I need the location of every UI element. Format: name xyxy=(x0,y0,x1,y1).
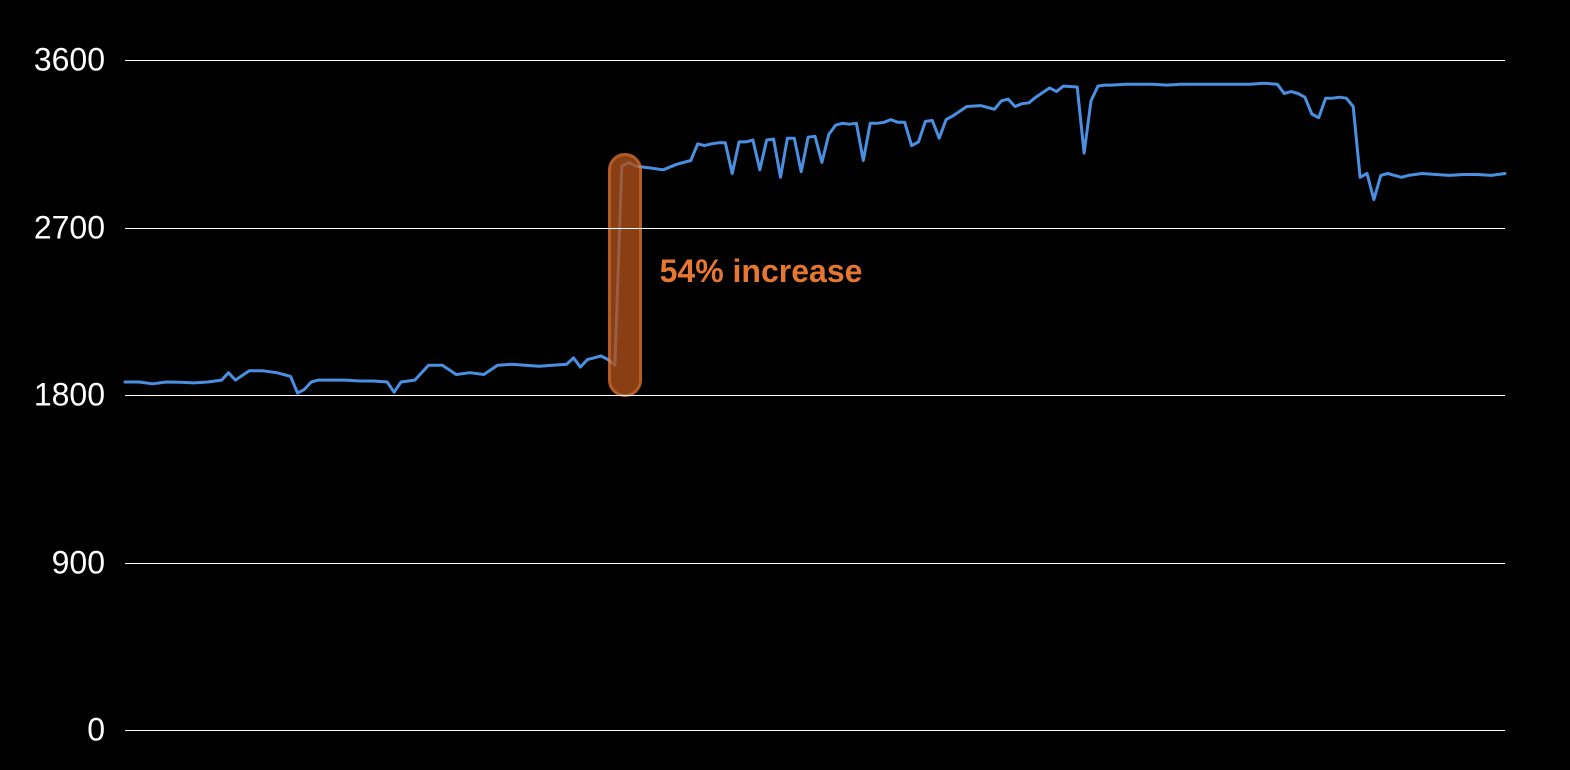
line-chart: 54% increase 0 900 1800 2700 3600 xyxy=(0,0,1570,770)
y-tick-label: 900 xyxy=(0,544,105,581)
gridline xyxy=(125,395,1505,396)
y-tick-label: 0 xyxy=(0,712,105,749)
gridline xyxy=(125,563,1505,564)
callout-label: 54% increase xyxy=(660,253,863,290)
y-tick-label: 3600 xyxy=(0,42,105,79)
y-tick-label: 1800 xyxy=(0,377,105,414)
callout-highlight-box xyxy=(608,153,642,397)
y-tick-label: 2700 xyxy=(0,209,105,246)
gridline xyxy=(125,60,1505,61)
gridline xyxy=(125,730,1505,731)
chart-canvas xyxy=(0,0,1570,770)
gridline xyxy=(125,228,1505,229)
data-series-line xyxy=(125,83,1505,393)
